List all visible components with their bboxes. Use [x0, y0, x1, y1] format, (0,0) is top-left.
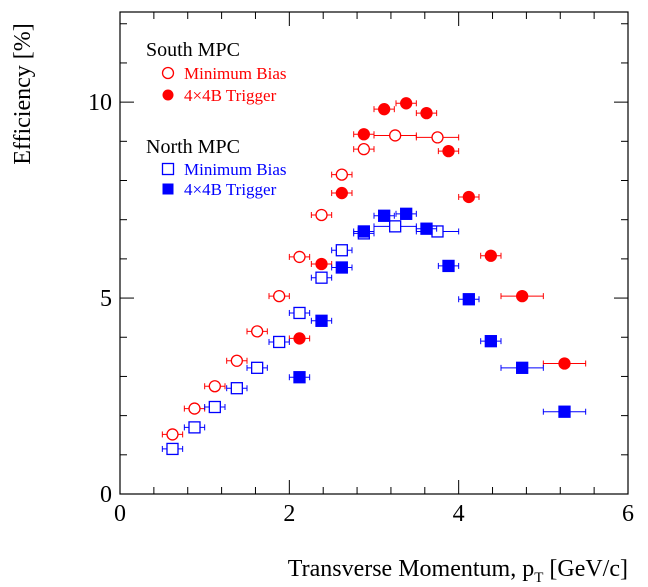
data-point	[293, 306, 306, 320]
data-point	[558, 357, 571, 370]
data-point	[315, 257, 328, 271]
data-point	[357, 225, 370, 238]
x-tick-label: 6	[622, 501, 634, 527]
data-point	[558, 405, 571, 418]
data-point	[420, 222, 433, 235]
legend-marker-south-trigger	[162, 89, 174, 101]
series-3	[288, 207, 587, 418]
legend-heading-north: North MPC	[146, 136, 240, 158]
axis-ticks	[119, 12, 629, 495]
data-point	[462, 190, 475, 204]
data-point	[389, 129, 402, 142]
data-points	[161, 97, 587, 456]
legend-heading-south: South MPC	[146, 39, 240, 61]
data-point	[273, 289, 286, 303]
y-axis-label: Efficiency [%]	[10, 23, 36, 164]
data-point	[230, 382, 243, 395]
y-tick-label: 5	[100, 286, 112, 312]
legend-marker-north-trigger	[162, 183, 174, 195]
data-point	[188, 421, 201, 434]
data-point	[400, 207, 413, 220]
tick-labels: 0 2 4 6 0 5 10	[88, 90, 634, 527]
legend-label-south-minbias: Minimum Bias	[184, 64, 286, 83]
data-point	[188, 402, 201, 415]
data-point	[484, 249, 497, 262]
data-point	[335, 186, 348, 200]
data-point	[208, 380, 221, 393]
legend-label-north-minbias: Minimum Bias	[184, 160, 286, 179]
data-point	[293, 371, 306, 384]
data-point	[315, 271, 328, 284]
legend-label-north-trigger: 4×4B Trigger	[184, 180, 277, 199]
data-point	[400, 97, 413, 110]
data-point	[293, 332, 306, 345]
legend-marker-north-minbias	[161, 162, 175, 176]
x-tick-label: 4	[453, 501, 465, 527]
series-1	[288, 97, 587, 370]
data-point	[516, 289, 529, 303]
x-axis-label: Transverse Momentum, pT [GeV/c]	[288, 556, 628, 586]
data-point	[251, 361, 264, 374]
data-point	[166, 428, 179, 441]
data-point	[431, 131, 444, 144]
data-point	[230, 354, 243, 367]
x-tick-label: 0	[114, 501, 126, 527]
data-point	[335, 244, 348, 257]
data-point	[293, 250, 306, 264]
data-point	[273, 335, 286, 349]
data-point	[516, 361, 529, 374]
data-point	[166, 442, 179, 456]
data-point	[389, 220, 402, 233]
data-point	[378, 103, 391, 116]
data-point	[335, 261, 348, 274]
series-0	[161, 129, 460, 441]
data-point	[357, 128, 370, 141]
x-axis-label-unit: [GeV/c]	[543, 556, 628, 582]
data-point	[251, 325, 264, 338]
plot-frame	[119, 11, 629, 495]
data-point	[462, 293, 475, 306]
x-tick-label: 2	[283, 501, 295, 527]
data-point	[378, 209, 391, 222]
data-point	[431, 225, 444, 238]
x-axis-label-main: Transverse Momentum, p	[288, 556, 534, 582]
y-tick-label: 10	[88, 90, 112, 116]
y-tick-label: 0	[100, 482, 112, 508]
data-point	[208, 400, 221, 414]
data-point	[357, 143, 370, 156]
series-2	[161, 220, 460, 456]
data-point	[442, 144, 455, 158]
legend-label-south-trigger: 4×4B Trigger	[184, 86, 277, 105]
data-point	[420, 106, 433, 120]
x-axis-label-subscript: T	[534, 570, 543, 586]
legend-marker-south-minbias	[161, 66, 175, 80]
data-point	[442, 259, 455, 273]
data-point	[315, 208, 328, 222]
data-point	[484, 335, 497, 348]
data-point	[315, 314, 328, 327]
data-point	[335, 168, 348, 181]
legend: South MPC Minimum Bias 4×4B Trigger Nort…	[146, 39, 286, 199]
